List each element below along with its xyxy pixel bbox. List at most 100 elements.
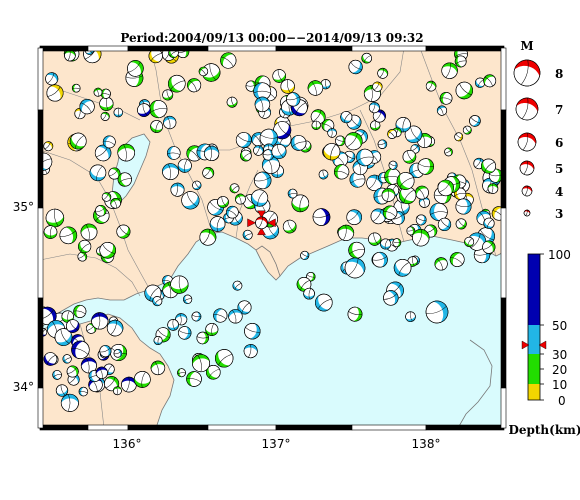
focal-mechanism bbox=[300, 250, 310, 260]
frame-bar-left bbox=[37, 297, 44, 389]
focal-mechanism bbox=[80, 357, 97, 374]
focal-mechanism bbox=[398, 186, 417, 205]
focal-mechanism bbox=[235, 132, 252, 148]
focal-mechanism bbox=[271, 144, 287, 159]
focal-mechanism bbox=[254, 171, 272, 190]
focal-mechanism bbox=[455, 218, 467, 230]
focal-mechanism bbox=[117, 172, 132, 187]
frame-bar-right bbox=[500, 297, 507, 389]
frame-bar-top bbox=[207, 45, 277, 52]
focal-mechanism bbox=[444, 147, 453, 157]
focal-mechanism bbox=[368, 232, 382, 246]
frame-bar-right bbox=[500, 109, 507, 209]
focal-mechanism bbox=[170, 275, 189, 294]
focal-mechanism bbox=[348, 59, 363, 75]
focal-mechanism bbox=[286, 92, 301, 107]
mainshock-depth-marker bbox=[521, 340, 547, 350]
depth-tick-0: 0 bbox=[558, 394, 566, 408]
focal-mechanism bbox=[152, 296, 163, 307]
depth-tick-10: 10 bbox=[552, 378, 567, 392]
depth-legend: 100 50 30 20 10 0 Depth(km) bbox=[508, 248, 580, 437]
focal-mechanism bbox=[425, 300, 449, 324]
focal-mechanism bbox=[372, 81, 383, 92]
focal-mechanism bbox=[66, 365, 79, 378]
focal-mechanism bbox=[454, 132, 464, 142]
focal-mechanism bbox=[45, 72, 59, 86]
focal-mechanism bbox=[163, 115, 177, 130]
focal-mechanism bbox=[327, 128, 337, 138]
focal-mechanism bbox=[199, 228, 217, 246]
focal-mechanism bbox=[372, 109, 386, 123]
mag-label-5: 5 bbox=[555, 162, 563, 176]
magnitude-legend-heading: M bbox=[520, 39, 533, 53]
focal-mechanism bbox=[323, 143, 341, 161]
focal-mechanism bbox=[282, 219, 297, 234]
focal-mechanism bbox=[449, 252, 465, 267]
focal-mechanism bbox=[177, 158, 192, 173]
focal-mechanism bbox=[55, 384, 69, 397]
focal-mechanism bbox=[307, 80, 324, 96]
focal-mechanism bbox=[290, 135, 307, 151]
lon-tick-138: 138° bbox=[412, 437, 441, 451]
focal-mechanism bbox=[162, 89, 174, 101]
focal-mechanism bbox=[192, 180, 202, 190]
focal-mechanism bbox=[306, 272, 316, 282]
magnitude-legend-mechanism bbox=[523, 209, 531, 217]
frame-bar-top bbox=[425, 45, 505, 52]
focal-mechanism bbox=[149, 100, 168, 119]
focal-mechanism bbox=[259, 128, 278, 147]
mag-label-7: 7 bbox=[555, 103, 563, 117]
focal-mechanism bbox=[52, 370, 62, 380]
frame-bar-bottom bbox=[39, 424, 89, 431]
frame-bar-right bbox=[500, 207, 507, 299]
focal-mechanism bbox=[348, 241, 365, 259]
focal-mechanism bbox=[106, 319, 124, 337]
frame-bar-right bbox=[500, 47, 507, 111]
focal-mechanism bbox=[244, 323, 261, 340]
magnitude-legend-mechanism bbox=[517, 132, 537, 152]
focal-mechanism bbox=[177, 326, 192, 340]
magnitude-legend-mechanism bbox=[513, 59, 541, 87]
focal-mechanism bbox=[417, 158, 434, 175]
magnitude-legend-mechanism bbox=[515, 97, 539, 121]
focal-mechanism bbox=[202, 166, 215, 179]
focal-mechanism bbox=[127, 60, 144, 77]
focal-mechanism bbox=[396, 172, 415, 190]
focal-mechanism bbox=[133, 370, 151, 388]
focal-mechanism bbox=[45, 208, 65, 228]
focal-mechanism bbox=[253, 145, 264, 156]
depth-colorbar-outline bbox=[527, 253, 541, 401]
focal-mechanism bbox=[254, 96, 271, 113]
focal-mechanism bbox=[59, 226, 78, 245]
mag-label-4: 4 bbox=[555, 185, 563, 199]
mainshock-mechanism bbox=[247, 210, 276, 236]
depth-band-intermediate bbox=[528, 325, 540, 354]
focal-mechanism bbox=[405, 311, 416, 323]
focal-mechanism bbox=[234, 193, 246, 205]
focal-mechanism bbox=[46, 84, 64, 102]
lon-tick-136: 136° bbox=[113, 437, 142, 451]
lon-tick-137: 137° bbox=[262, 437, 291, 451]
focal-mechanism bbox=[318, 169, 329, 180]
focal-mechanism bbox=[229, 183, 240, 194]
focal-mechanism bbox=[153, 336, 163, 345]
frame-bar-bottom bbox=[351, 424, 427, 431]
focal-mechanism bbox=[434, 257, 448, 271]
focal-mechanism bbox=[455, 81, 473, 100]
focal-mechanism bbox=[102, 135, 116, 149]
depth-tick-100: 100 bbox=[548, 248, 571, 262]
focal-mechanism bbox=[482, 240, 496, 254]
focal-mechanism bbox=[243, 344, 258, 359]
focal-mechanism bbox=[425, 80, 437, 92]
frame-bar-left bbox=[37, 387, 44, 429]
focal-mechanism bbox=[95, 204, 107, 217]
focal-mechanism bbox=[167, 146, 181, 160]
land-chita-peninsula bbox=[255, 245, 281, 281]
frame-bar-bottom bbox=[275, 424, 353, 431]
focal-mechanism bbox=[187, 78, 202, 93]
focal-mechanism bbox=[91, 312, 109, 330]
focal-mechanism bbox=[439, 92, 453, 105]
focal-mechanism bbox=[113, 386, 122, 396]
focal-mechanism bbox=[387, 129, 398, 139]
